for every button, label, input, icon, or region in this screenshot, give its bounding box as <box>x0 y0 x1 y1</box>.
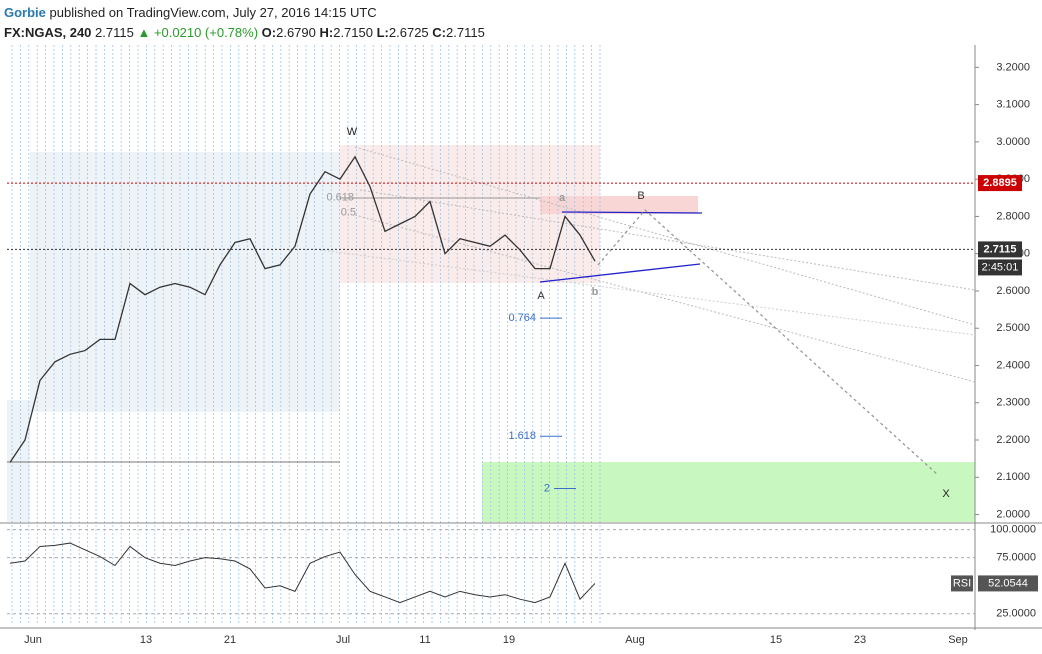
x-tick-label: 19 <box>503 634 515 646</box>
drawing <box>354 214 976 383</box>
ohlc-value: 2.7115 <box>446 25 485 40</box>
y-tick-label: 2.6000 <box>996 285 1030 297</box>
wave-label: A <box>537 290 545 302</box>
wave-label: b <box>592 286 599 298</box>
ohlc: O:2.6790 H:2.7150 L:2.6725 C:2.7115 <box>262 25 485 40</box>
price-line-series <box>9 155 596 463</box>
y-tick-label: 2.5000 <box>996 322 1030 334</box>
rsi-tick-label: 75.0000 <box>996 552 1036 564</box>
drawing <box>561 211 703 214</box>
x-tick-label: 23 <box>854 634 866 646</box>
user[interactable]: Gorbie <box>4 5 46 20</box>
wave-label: X <box>942 488 950 500</box>
wave-label: B <box>637 190 644 202</box>
x-tick-label: Jun <box>24 634 42 646</box>
ohlc-value: 2.6790 <box>276 25 316 40</box>
countdown-tag <box>978 259 1022 276</box>
rsi-name: RSI <box>953 577 971 589</box>
drawing <box>539 263 701 283</box>
y-tick-label: 2.4000 <box>996 359 1030 371</box>
y-tick-label: 3.1000 <box>996 99 1030 111</box>
fib-label: 1.618 <box>508 430 536 442</box>
countdown: 2:45:01 <box>982 261 1019 273</box>
y-tick-label: 2.1000 <box>996 471 1030 483</box>
change-text: +0.0210 (+0.78%) <box>153 25 259 40</box>
published: published on TradingView.com, July 27, 2… <box>49 5 377 20</box>
symbol: FX:NGAS, 240 <box>4 25 92 40</box>
last: 2.7115 <box>95 25 134 40</box>
rsi-tick-label: 25.0000 <box>996 608 1036 620</box>
price-tag <box>978 175 1022 192</box>
x-tick-label: 13 <box>140 634 152 646</box>
zone <box>30 152 340 412</box>
x-tick-label: 21 <box>224 634 236 646</box>
header: Gorbie published on TradingView.com, Jul… <box>4 3 485 43</box>
y-tick-label: 3.2000 <box>996 61 1030 73</box>
y-tick-label: 2.0000 <box>996 508 1030 520</box>
y-tick-label: 2.3000 <box>996 397 1030 409</box>
drawing <box>354 146 976 326</box>
price-tag-label: 2.8895 <box>983 177 1017 189</box>
x-tick-label: 11 <box>419 634 430 646</box>
rsi-tag <box>978 575 1038 592</box>
wave-label: W <box>347 126 358 138</box>
ohlc-value: 2.7150 <box>333 25 373 40</box>
ohlc-label: L: <box>376 25 389 40</box>
y-tick-label: 2.8000 <box>996 210 1030 222</box>
rsi-tag <box>951 575 973 592</box>
wave-label: a <box>559 192 566 204</box>
x-tick-label: Aug <box>625 634 645 646</box>
fib-label: 0.764 <box>508 312 536 324</box>
x-tick-label: Jul <box>336 634 350 646</box>
fib-label: 2 <box>544 482 550 494</box>
x-tick-label: Sep <box>948 634 968 646</box>
rsi-last: 52.0544 <box>988 577 1028 589</box>
ohlc-label: C: <box>432 25 446 40</box>
zone <box>7 400 30 522</box>
x-tick-label: 15 <box>770 634 782 646</box>
rsi-series <box>9 542 596 604</box>
price-tag-label: 2.7115 <box>983 243 1016 255</box>
fib-label: 0.618 <box>326 192 354 204</box>
rsi-tick-label: 100.0000 <box>990 524 1036 536</box>
y-tick-label: 2.2000 <box>996 434 1030 446</box>
y-tick-label: 3.0000 <box>996 136 1030 148</box>
ohlc-label: H: <box>319 25 334 40</box>
ohlc-value: 2.6725 <box>388 25 429 40</box>
zone <box>540 196 698 214</box>
change: ▲ +0.0210 (+0.78%) <box>137 25 259 40</box>
price-tag <box>978 241 1022 258</box>
fib-label: 0.5 <box>341 207 356 219</box>
projection <box>597 209 939 476</box>
zone <box>482 462 975 522</box>
ohlc-label: O: <box>261 25 277 40</box>
